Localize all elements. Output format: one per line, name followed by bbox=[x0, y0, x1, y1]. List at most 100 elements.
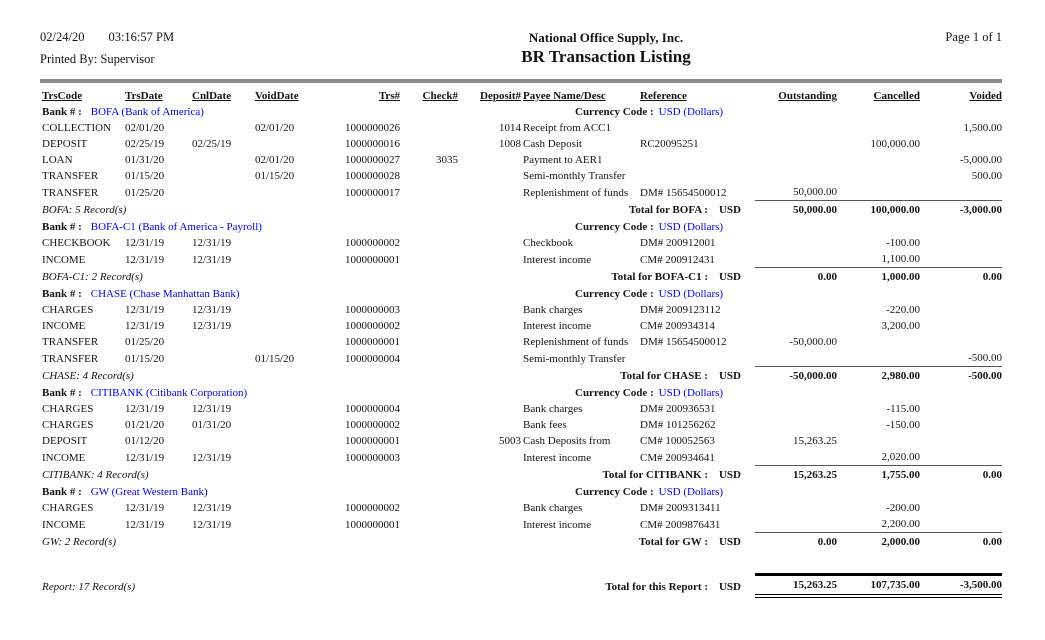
cell-check bbox=[400, 334, 458, 350]
cell-cancelled bbox=[837, 433, 920, 449]
bank-number-cell: Bank # : BOFA (Bank of America) bbox=[40, 104, 336, 120]
company-name: National Office Supply, Inc. bbox=[528, 30, 684, 45]
bank-number-label: Bank # : bbox=[42, 106, 82, 118]
cell-reference: CM# 200934641 bbox=[640, 451, 715, 464]
cell-reference: CM# 100052563 bbox=[640, 435, 715, 447]
cell-payee: Interest income bbox=[523, 451, 592, 464]
cell-deposit: 1008 bbox=[499, 138, 521, 150]
cell-cnldate: 02/25/19 bbox=[192, 138, 232, 150]
currency-code-cell: Currency Code : USD (Dollars) bbox=[336, 104, 755, 120]
cell-check bbox=[400, 500, 458, 516]
cell-check: 3035 bbox=[436, 154, 458, 166]
cell-reference bbox=[640, 120, 755, 136]
cell-deposit bbox=[458, 449, 521, 466]
cell-cancelled bbox=[837, 350, 920, 367]
cell-cnldate: 12/31/19 bbox=[192, 237, 232, 249]
bank-header-spacer bbox=[755, 484, 1002, 500]
cell-cnldate bbox=[192, 120, 255, 136]
cell-trsdate: 12/31/19 bbox=[125, 403, 165, 415]
currency-code: USD bbox=[718, 204, 741, 216]
cell-check bbox=[400, 318, 458, 334]
cell-code: CHARGES bbox=[42, 403, 94, 415]
total-label-cell: Total for CHASE : USD bbox=[255, 367, 755, 386]
cell-check bbox=[400, 516, 458, 533]
cell-outstanding bbox=[755, 417, 837, 433]
bank-number-label: Bank # : bbox=[42, 486, 82, 498]
col-header-trsdate: TrsDate bbox=[125, 88, 192, 104]
total-cancelled: 2,000.00 bbox=[837, 532, 920, 551]
cell-trs: 1000000002 bbox=[345, 320, 400, 332]
cell-payee: Replenishment of funds bbox=[523, 186, 629, 199]
cell-voiddate bbox=[255, 516, 336, 533]
header-center: National Office Supply, Inc. BR Transact… bbox=[370, 30, 842, 67]
cell-trs: 1000000002 bbox=[345, 237, 400, 249]
cell-outstanding bbox=[755, 350, 837, 367]
cell-code: CHECKBOOK bbox=[42, 237, 111, 249]
cell-voiddate bbox=[255, 184, 336, 201]
cell-trsdate: 01/31/20 bbox=[125, 154, 165, 166]
cell-voided bbox=[920, 184, 1002, 201]
cell-payee: Replenishment of funds bbox=[523, 336, 629, 348]
total-voided: 0.00 bbox=[920, 267, 1002, 286]
bank-header-spacer bbox=[755, 104, 1002, 120]
cell-cnldate: 12/31/19 bbox=[192, 518, 232, 531]
record-count: CHASE: 4 Record(s) bbox=[42, 370, 134, 382]
record-count: Report: 17 Record(s) bbox=[42, 580, 136, 593]
col-header-cnldate: CnlDate bbox=[192, 88, 255, 104]
cell-check bbox=[400, 417, 458, 433]
cell-reference: DM# 2009313411 bbox=[640, 502, 721, 514]
cell-code: TRANSFER bbox=[42, 352, 99, 365]
cell-voided bbox=[920, 302, 1002, 318]
total-label-cell: Total for BOFA : USD bbox=[255, 201, 755, 220]
bank-total-row: CITIBANK: 4 Record(s) Total for CITIBANK … bbox=[40, 465, 1002, 484]
transaction-row: TRANSFER 01/15/20 01/15/20 1000000004 Semi-m… bbox=[40, 350, 1002, 367]
cell-voided: -5,000.00 bbox=[959, 154, 1002, 166]
cell-payee: Receipt from ACC1 bbox=[523, 122, 611, 134]
transaction-row: TRANSFER 01/25/20 1000000017 Replenishment … bbox=[40, 184, 1002, 201]
cell-voided bbox=[920, 500, 1002, 516]
cell-outstanding bbox=[755, 152, 837, 168]
col-header-trs: Trs# bbox=[336, 88, 400, 104]
cell-outstanding bbox=[755, 401, 837, 417]
cell-deposit bbox=[458, 516, 521, 533]
cell-reference: DM# 15654500012 bbox=[640, 336, 727, 348]
bank-code: CHASE (Chase Manhattan Bank) bbox=[90, 288, 240, 300]
col-header-label: TrsDate bbox=[125, 90, 163, 102]
cell-trsdate: 01/25/20 bbox=[125, 336, 165, 348]
cell-payee: Interest income bbox=[523, 518, 592, 531]
col-header-label: VoidDate bbox=[255, 90, 299, 102]
col-header-voided: Voided bbox=[920, 88, 1002, 104]
cell-check bbox=[400, 401, 458, 417]
cell-cancelled: 3,200.00 bbox=[881, 320, 921, 332]
cell-voided bbox=[920, 251, 1002, 268]
cell-voiddate: 02/01/20 bbox=[255, 154, 295, 166]
currency-code-value: USD (Dollars) bbox=[658, 387, 724, 399]
col-header-label: Check# bbox=[422, 90, 458, 102]
total-outstanding: 0.00 bbox=[755, 267, 837, 286]
cell-check bbox=[400, 120, 458, 136]
total-cancelled: 1,000.00 bbox=[837, 267, 920, 286]
cell-cancelled: 1,100.00 bbox=[881, 253, 921, 265]
cell-code: INCOME bbox=[42, 518, 86, 531]
transaction-row: CHARGES 12/31/19 12/31/19 1000000002 Bank ch… bbox=[40, 500, 1002, 516]
transaction-row: CHARGES 12/31/19 12/31/19 1000000004 Bank ch… bbox=[40, 401, 1002, 417]
cell-trs: 1000000002 bbox=[345, 502, 400, 514]
bank-number-cell: Bank # : CHASE (Chase Manhattan Bank) bbox=[40, 286, 336, 302]
bank-header-row: Bank # : BOFA (Bank of America) Currency C… bbox=[40, 104, 1002, 120]
cell-trs: 1000000001 bbox=[345, 336, 400, 348]
cell-payee: Cash Deposits from bbox=[523, 435, 611, 447]
transaction-row: COLLECTION 02/01/20 02/01/20 1000000026 1014… bbox=[40, 120, 1002, 136]
cell-deposit bbox=[458, 417, 521, 433]
cell-outstanding bbox=[755, 235, 837, 251]
cell-deposit bbox=[458, 350, 521, 367]
bank-number-label: Bank # : bbox=[42, 387, 82, 399]
cell-code: TRANSFER bbox=[42, 170, 99, 182]
col-header-payee: Payee Name/Desc bbox=[521, 88, 640, 104]
cell-cancelled bbox=[837, 152, 920, 168]
cell-cancelled: -220.00 bbox=[886, 304, 920, 316]
currency-code-label: Currency Code : bbox=[575, 288, 654, 300]
print-time: 03:16:57 PM bbox=[108, 30, 175, 44]
report-header: 02/24/20 03:16:57 PM Printed By: Supervis… bbox=[40, 30, 1002, 67]
cell-payee: Bank charges bbox=[523, 502, 583, 514]
record-count: CITIBANK: 4 Record(s) bbox=[42, 469, 149, 481]
